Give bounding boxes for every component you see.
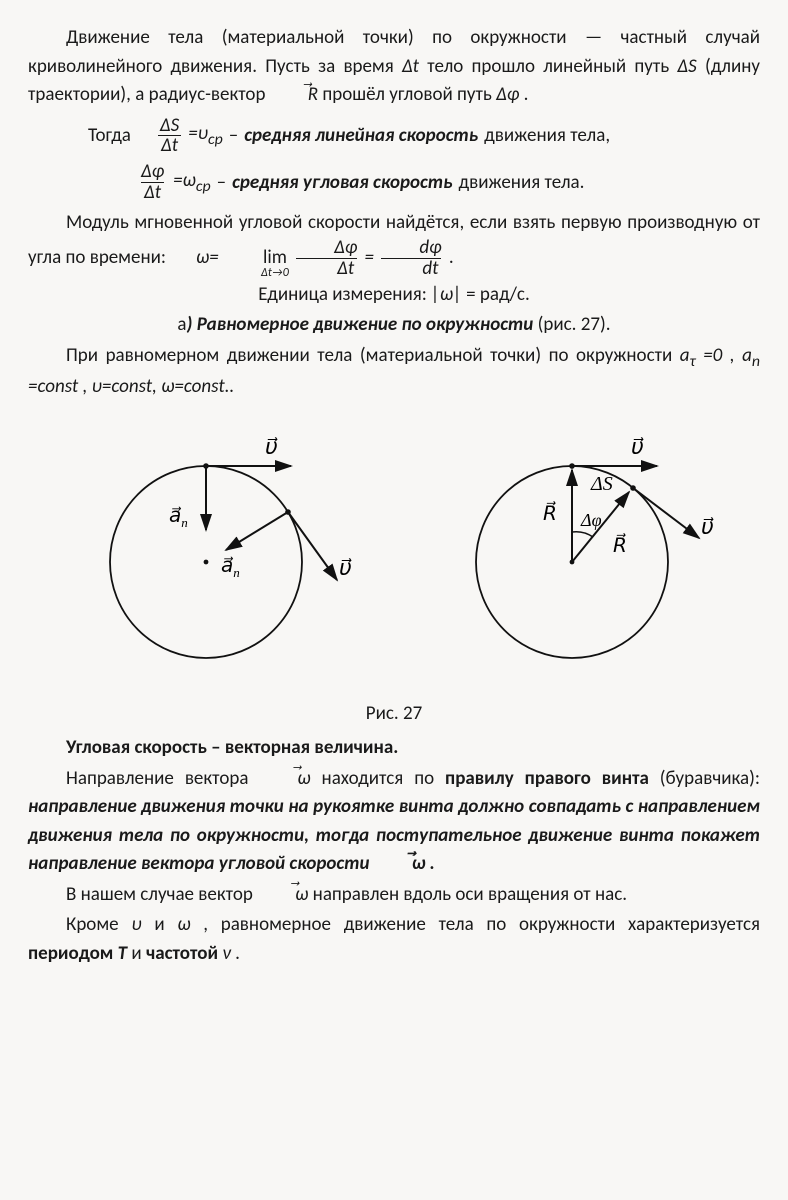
text: .: [524, 83, 529, 106]
text: прошёл угловой путь: [322, 83, 496, 106]
dash: –: [229, 122, 238, 151]
uniform-motion-paragraph: При равномерном движении тела (материаль…: [28, 342, 760, 402]
angular-velocity-eq: Δφ Δt =ωср – средняя угловая скорость дв…: [138, 162, 760, 203]
svg-text:R⃗: R⃗: [613, 532, 627, 557]
omega-vector-2: ω: [374, 850, 426, 879]
text: При равномерном движении тела (материаль…: [66, 344, 680, 367]
svg-text:υ⃗: υ⃗: [265, 434, 278, 459]
text: Кроме: [66, 913, 131, 936]
delta-phi: Δφ: [496, 83, 519, 106]
svg-text:υ⃗: υ⃗: [701, 514, 714, 539]
linear-velocity-label: средняя линейная скорость: [244, 122, 478, 151]
our-case-paragraph: В нашем случае вектор ω направлен вдоль …: [28, 881, 760, 910]
period: .: [449, 246, 454, 269]
text: находится по: [322, 767, 446, 790]
text: направлен вдоль оси вращения от нас.: [313, 883, 627, 906]
section-a-title: Равномерное движение по окружности: [197, 313, 534, 336]
period: .: [430, 852, 435, 875]
omega-symbol: ω: [177, 913, 190, 936]
omega-vector-3: ω: [257, 881, 308, 910]
close-paren: ): [186, 313, 196, 336]
T-symbol: T: [118, 942, 127, 965]
eq-w: =ωср: [173, 167, 210, 199]
text: (буравчика):: [660, 767, 760, 790]
svg-text:Δφ: Δφ: [580, 510, 602, 530]
figure-27-left: υ⃗ a⃗n a⃗n υ⃗: [51, 412, 371, 692]
eq-zero: =0 ,: [703, 344, 742, 367]
period: .: [235, 942, 240, 965]
lim-sub: Δt→0: [223, 267, 289, 279]
figure-27-right: υ⃗ R⃗ R⃗ ΔS Δφ υ⃗: [417, 412, 737, 692]
units-line: Единица измерения: |ω| = рад/с.: [28, 281, 760, 310]
R-vector: R: [270, 81, 318, 110]
text: и: [154, 913, 177, 936]
omega-eq: ω=: [196, 246, 219, 269]
right-hand-rule-paragraph: Направление вектора ω находится по прави…: [28, 765, 760, 879]
intro-paragraph: Движение тела (материальной точки) по ок…: [28, 24, 760, 110]
units-label: Единица измерения:: [258, 283, 431, 306]
limit: lim Δt→0: [223, 248, 289, 279]
then-label: Тогда: [88, 122, 131, 151]
dash: –: [217, 169, 226, 198]
and: и: [131, 942, 146, 965]
numerator: ΔS: [157, 116, 182, 136]
linear-velocity-eq: Тогда ΔS Δt =υср – средняя линейная скор…: [88, 116, 760, 157]
denominator: Δt: [141, 182, 164, 203]
fraction-dphi-dt-2: Δφ Δt: [293, 238, 360, 279]
lim: lim: [225, 248, 287, 267]
text: , равномерное движение тела по окружност…: [203, 913, 760, 936]
delta-t: Δt: [402, 55, 419, 78]
period-label: периодом: [28, 942, 118, 965]
units-value: = рад/с.: [466, 283, 530, 306]
v-symbol: υ: [131, 913, 141, 936]
svg-text:υ⃗: υ⃗: [339, 555, 352, 580]
svg-text:a⃗n: a⃗n: [221, 555, 240, 580]
eq-v: =υср: [188, 120, 223, 152]
fraction-dphi-dt: Δφ Δt: [138, 162, 167, 203]
text: В нашем случае вектор: [66, 883, 257, 906]
svg-text:ΔS: ΔS: [590, 473, 613, 495]
a-n: an: [742, 344, 760, 367]
text: тело прошло линейный путь: [427, 55, 677, 78]
angular-vel-vector-heading: Угловая скорость – векторная величина.: [28, 734, 760, 763]
instant-velocity-paragraph: Модуль мгновенной угловой скорости найдё…: [28, 209, 760, 278]
a-tau: aτ: [680, 344, 696, 367]
frequency-label: частотой: [146, 942, 222, 965]
rule-name: правилу правого винта: [445, 767, 649, 790]
eq-const: =const , υ=const, ω=const..: [28, 375, 234, 398]
svg-text:υ⃗: υ⃗: [631, 434, 644, 459]
fig-ref: (рис. 27).: [533, 313, 610, 336]
section-a-heading: а) Равномерное движение по окружности (р…: [28, 311, 760, 340]
text: движения тела,: [484, 122, 610, 151]
delta-S: ΔS: [677, 55, 696, 78]
abs-omega: |ω|: [431, 283, 462, 306]
svg-text:a⃗n: a⃗n: [169, 505, 188, 530]
fraction-dS-dt: ΔS Δt: [157, 116, 182, 157]
text: Направление вектора: [66, 767, 259, 790]
equals: =: [365, 246, 374, 269]
omega-vector: ω: [259, 765, 310, 794]
angular-velocity-label: средняя угловая скорость: [232, 169, 452, 198]
fraction-dphi-dt-diff: dφ dt: [378, 238, 444, 279]
nu-symbol: ν: [222, 942, 231, 965]
svg-text:R⃗: R⃗: [543, 500, 557, 525]
denominator: Δt: [158, 135, 181, 156]
figure-27: υ⃗ a⃗n a⃗n υ⃗ υ⃗ R⃗ R⃗ ΔS: [28, 412, 760, 692]
text: движения тела.: [458, 169, 584, 198]
period-frequency-paragraph: Кроме υ и ω , равномерное движение тела …: [28, 911, 760, 968]
figure-caption: Рис. 27: [28, 700, 760, 729]
numerator: Δφ: [138, 162, 167, 182]
